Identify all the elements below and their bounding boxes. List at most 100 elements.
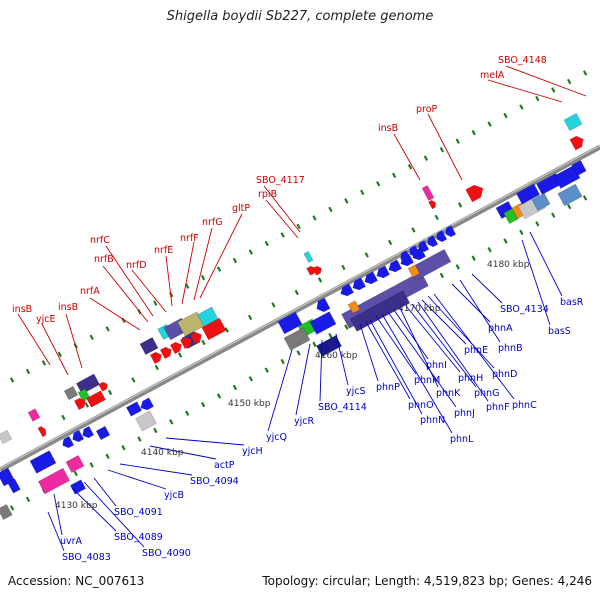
gene-label-gltp[interactable]: gltP: [232, 203, 250, 214]
gene-label-nrfd[interactable]: nrfD: [126, 260, 147, 271]
gene-label-phnn[interactable]: phnN: [420, 415, 445, 426]
gene-label-rpib[interactable]: rpiB: [258, 189, 277, 200]
leader-line: [471, 273, 503, 304]
leader-line: [427, 295, 495, 369]
gene-label-yjch[interactable]: yjcH: [242, 446, 263, 457]
leader-line: [165, 255, 173, 307]
gene-label-nrfe[interactable]: nrfE: [154, 245, 173, 256]
gene-label-sbo-4090[interactable]: SBO_4090: [142, 548, 191, 559]
gene-label-nrfg[interactable]: nrfG: [202, 217, 223, 228]
gene-label-sbo-4148[interactable]: SBO_4148: [498, 55, 547, 66]
scale-tick: [154, 364, 159, 371]
gene-label-basr[interactable]: basR: [560, 297, 584, 308]
gene-label-nrfa[interactable]: nrfA: [80, 286, 100, 297]
gene-label-phno[interactable]: phnO: [408, 400, 434, 411]
gene-label-sbo-4094[interactable]: SBO_4094: [190, 476, 239, 487]
gene-arrow: [159, 346, 172, 360]
gene-feature: [77, 388, 91, 402]
gene-label-uvra[interactable]: uvrA: [60, 536, 83, 547]
scale-tick: [535, 95, 540, 102]
gene-label-insb[interactable]: insB: [12, 304, 32, 315]
gene-label-phnh[interactable]: phnH: [458, 373, 483, 384]
scale-tick: [232, 257, 238, 264]
gene-label-phnf[interactable]: phnF: [486, 402, 510, 413]
gene-label-phna[interactable]: phnA: [488, 323, 513, 334]
gene-arrow: [312, 265, 322, 276]
gene-feature: [125, 401, 143, 417]
gene-label-sbo-4089[interactable]: SBO_4089: [114, 532, 163, 543]
scale-label: 4160 kbp: [315, 351, 358, 361]
leader-line: [263, 185, 301, 233]
leader-line: [119, 463, 193, 476]
gene-label-nrfb[interactable]: nrfB: [94, 254, 114, 265]
scale-tick: [328, 333, 333, 339]
leader-line: [93, 477, 117, 507]
gene-label-insb[interactable]: insB: [58, 302, 78, 313]
gene-label-phnj[interactable]: phnJ: [454, 408, 475, 419]
feature-layer: [0, 112, 587, 521]
scale-tick: [169, 419, 174, 425]
gene-feature: [29, 450, 57, 474]
leader-line: [149, 445, 217, 460]
gene-label-yjcr[interactable]: yjcR: [294, 416, 314, 427]
gene-label-phnb[interactable]: phnB: [498, 343, 523, 354]
scale-label: 4140 kbp: [141, 448, 184, 458]
scale-tick: [411, 227, 416, 233]
leader-line: [17, 313, 51, 366]
gene-label-phni[interactable]: phnI: [426, 360, 447, 371]
gene-label-phnm[interactable]: phnM: [414, 375, 440, 386]
gene-label-insb[interactable]: insB: [378, 123, 398, 134]
gene-label-sbo-4091[interactable]: SBO_4091: [114, 507, 163, 518]
gene-label-actp[interactable]: actP: [214, 460, 235, 471]
leader-line: [417, 301, 489, 402]
gene-label-phne[interactable]: phnE: [464, 345, 488, 356]
gene-label-mela[interactable]: melA: [480, 70, 505, 81]
leader-line: [365, 321, 411, 400]
gene-label-nrfc[interactable]: nrfC: [90, 235, 110, 246]
gene-label-sbo-4117[interactable]: SBO_4117: [256, 175, 305, 186]
gene-label-sbo-4114[interactable]: SBO_4114: [318, 402, 367, 413]
scale-tick: [471, 129, 476, 136]
scale-tick: [487, 121, 492, 127]
gene-label-prop[interactable]: proP: [416, 104, 438, 115]
gene-label-sbo-4134[interactable]: SBO_4134: [500, 304, 549, 315]
leader-line: [53, 493, 63, 536]
gene-label-phnl[interactable]: phnL: [450, 434, 474, 445]
gene-label-yjce[interactable]: yjcE: [36, 314, 56, 325]
leader-line: [41, 323, 69, 376]
scale-tick: [9, 505, 15, 511]
gene-label-phnc[interactable]: phnC: [512, 400, 537, 411]
scale-tick: [455, 138, 460, 144]
leader-line: [433, 293, 515, 400]
gene-label-sbo-4083[interactable]: SBO_4083: [62, 552, 111, 563]
leader-line: [393, 133, 421, 181]
gene-label-phnk[interactable]: phnK: [436, 388, 461, 399]
gene-label-phnp[interactable]: phnP: [376, 382, 400, 393]
gene-arrow: [400, 250, 412, 263]
gene-arrow: [316, 297, 331, 313]
scale-tick: [535, 221, 540, 227]
leader-line: [387, 311, 457, 408]
gene-arrow: [179, 336, 192, 350]
accession-text: Accession: NC_007613: [8, 574, 145, 588]
scale-tick: [177, 352, 183, 358]
gene-label-yjcs[interactable]: yjcS: [346, 386, 366, 397]
scale-tick: [107, 389, 113, 396]
scale-tick: [582, 70, 588, 76]
scale-label: 4130 kbp: [55, 501, 98, 511]
gene-feature: [139, 336, 159, 356]
genome-backbone-highlight: [0, 144, 600, 470]
gene-arrow: [445, 225, 457, 238]
gene-label-yjcq[interactable]: yjcQ: [266, 432, 287, 443]
gene-arrow: [352, 277, 366, 291]
gene-feature: [65, 454, 85, 474]
gene-label-bass[interactable]: basS: [548, 326, 571, 337]
gene-arrow: [427, 235, 439, 248]
leader-line-layer: [17, 65, 587, 552]
gene-label-nrff[interactable]: nrfF: [180, 233, 199, 244]
scale-tick: [519, 229, 524, 236]
scale-tick: [264, 367, 269, 373]
gene-label-phng[interactable]: phnG: [474, 388, 499, 399]
gene-label-yjcb[interactable]: yjcB: [164, 490, 184, 501]
gene-label-phnd[interactable]: phnD: [492, 369, 517, 380]
